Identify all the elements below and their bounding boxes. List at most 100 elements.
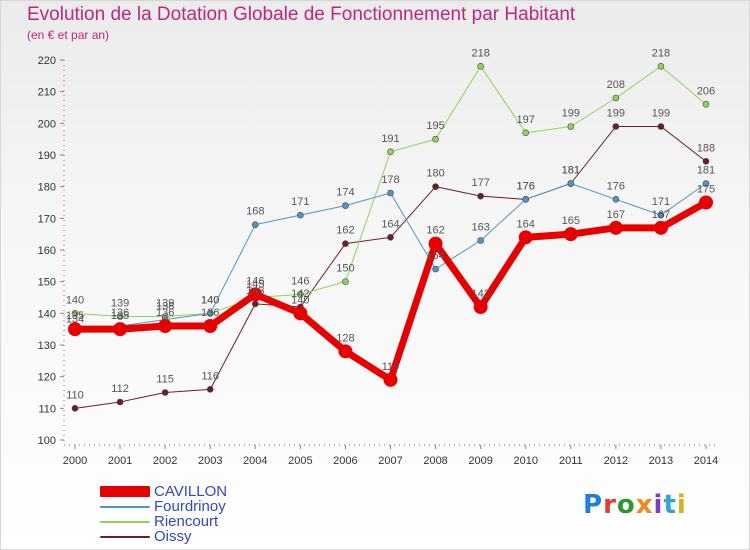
data-label-oissy: 110 — [66, 389, 84, 401]
data-point-fourdrinoy — [522, 196, 530, 203]
data-label-oissy: 199 — [607, 108, 625, 120]
data-label-riencourt: 206 — [697, 85, 715, 97]
x-tick-label: 2005 — [288, 455, 312, 467]
y-tick-label: 160 — [38, 245, 56, 257]
data-label-cavillon: 162 — [426, 225, 444, 237]
x-tick-label: 2006 — [333, 455, 357, 467]
y-tick-label: 170 — [38, 213, 56, 225]
x-tick-label: 2010 — [513, 455, 537, 467]
data-label-riencourt: 218 — [471, 47, 489, 59]
data-point-fourdrinoy — [206, 310, 214, 317]
legend-label-cavillon: CAVILLON — [154, 483, 228, 500]
x-tick-label: 2012 — [604, 455, 628, 467]
data-point-oissy — [116, 398, 124, 406]
data-point-fourdrinoy — [702, 180, 710, 187]
data-label-cavillon: 175 — [697, 184, 715, 196]
data-point-riencourt — [387, 148, 394, 156]
x-tick-label: 2011 — [559, 455, 583, 467]
data-point-oissy — [657, 123, 665, 130]
data-label-oissy: 162 — [336, 225, 354, 237]
data-label-riencourt: 139 — [156, 298, 174, 310]
data-point-fourdrinoy — [342, 202, 349, 209]
x-tick-label: 2001 — [108, 455, 132, 467]
proxiti-logo: Proxiti — [583, 490, 687, 520]
logo-letter: r — [603, 490, 617, 520]
data-point-cavillon — [113, 322, 128, 337]
data-label-riencourt: 145 — [246, 279, 264, 291]
data-label-riencourt: 140 — [66, 294, 84, 306]
data-point-riencourt — [116, 313, 124, 320]
data-point-cavillon — [293, 306, 308, 321]
data-point-cavillon — [203, 319, 218, 333]
data-label-cavillon: 167 — [652, 209, 670, 221]
data-point-riencourt — [477, 63, 484, 70]
data-label-fourdrinoy: 168 — [246, 206, 264, 218]
data-label-cavillon: 135 — [66, 310, 84, 322]
data-point-cavillon — [699, 195, 713, 210]
data-point-oissy — [71, 405, 79, 412]
data-label-oissy: 176 — [517, 180, 535, 192]
data-label-riencourt: 195 — [426, 120, 444, 132]
y-tick-label: 110 — [38, 403, 56, 415]
data-label-cavillon: 140 — [291, 294, 309, 306]
data-point-oissy — [702, 158, 710, 165]
data-label-fourdrinoy: 178 — [381, 174, 399, 186]
data-label-cavillon: 146 — [246, 275, 264, 287]
logo-letter: i — [676, 490, 687, 520]
x-tick-label: 2013 — [649, 455, 673, 467]
data-label-oissy: 199 — [652, 108, 670, 120]
y-tick-label: 120 — [38, 372, 56, 384]
data-label-oissy: 180 — [426, 168, 444, 180]
data-point-oissy — [251, 300, 259, 308]
legend-swatch-oissy — [100, 536, 150, 538]
data-label-layer: 110 112 115 116 143 142 162 164 180 177 176 181 199 1… — [66, 47, 715, 401]
chart-axes: 100 110 120 130 140 150 160 170 180 190 200 210 220 2… — [38, 55, 719, 467]
data-label-fourdrinoy: 176 — [607, 180, 625, 192]
y-tick-label: 150 — [38, 277, 56, 289]
data-label-oissy: 116 — [201, 370, 219, 382]
data-label-fourdrinoy: 163 — [471, 222, 489, 234]
data-point-cavillon — [518, 230, 533, 245]
data-point-cavillon — [383, 372, 398, 387]
legend-label-fourdrinoy: Fourdrinoy — [154, 498, 226, 515]
legend-label-oissy: Oissy — [154, 528, 192, 545]
data-label-oissy: 112 — [111, 383, 129, 395]
data-label-fourdrinoy: 171 — [652, 196, 670, 208]
data-point-cavillon — [428, 236, 443, 251]
legend-swatch-riencourt — [100, 521, 150, 523]
data-point-fourdrinoy — [297, 211, 304, 219]
data-point-oissy — [432, 183, 439, 190]
data-point-fourdrinoy — [612, 196, 620, 203]
x-tick-label: 2004 — [243, 455, 267, 467]
logo-letter: o — [616, 490, 636, 520]
y-tick-label: 190 — [38, 150, 56, 162]
data-point-fourdrinoy — [657, 211, 665, 219]
data-point-oissy — [477, 192, 484, 200]
data-point-cavillon — [653, 220, 668, 235]
y-tick-label: 180 — [38, 182, 56, 194]
data-label-oissy: 164 — [381, 218, 399, 230]
data-label-cavillon: 142 — [471, 288, 489, 300]
data-label-riencourt: 208 — [607, 79, 625, 91]
data-label-cavillon: 164 — [517, 218, 535, 230]
data-label-cavillon: 136 — [156, 307, 174, 319]
data-point-oissy — [612, 123, 620, 130]
chart-subtitle: (en € et par an) — [27, 28, 110, 42]
data-label-fourdrinoy: 154 — [426, 250, 444, 262]
data-point-riencourt — [522, 129, 530, 137]
data-label-riencourt: 191 — [381, 133, 399, 145]
data-point-riencourt — [297, 291, 304, 298]
data-label-oissy: 177 — [471, 177, 489, 189]
data-label-oissy: 115 — [156, 374, 174, 386]
data-label-cavillon: 135 — [111, 310, 129, 322]
data-point-riencourt — [71, 310, 79, 317]
x-tick-label: 2008 — [423, 455, 447, 467]
x-tick-label: 2007 — [378, 455, 402, 467]
x-tick-label: 2009 — [468, 455, 492, 467]
data-label-riencourt: 199 — [562, 108, 580, 120]
y-tick-label: 210 — [38, 87, 56, 99]
data-label-riencourt: 150 — [336, 263, 354, 275]
data-point-cavillon — [158, 319, 173, 333]
data-point-oissy — [387, 234, 394, 241]
data-label-fourdrinoy: 138 — [156, 301, 174, 313]
